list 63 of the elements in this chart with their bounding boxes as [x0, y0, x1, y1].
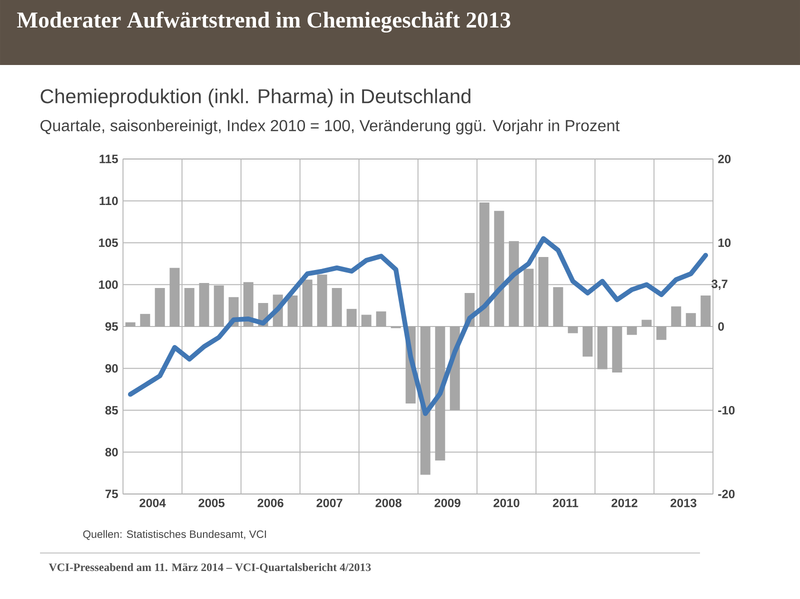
bar — [184, 288, 194, 326]
x-tick-label: 2007 — [316, 498, 342, 508]
bar — [361, 314, 372, 326]
bar — [140, 314, 150, 326]
bar — [288, 296, 298, 326]
bar — [317, 274, 328, 326]
bar — [524, 268, 534, 326]
x-tick-label: 2010 — [494, 498, 520, 508]
bar — [553, 287, 564, 326]
bar — [612, 326, 622, 373]
text: VCI-Presseabend am 11. März 2014 – VCI-Quartalsbericht 4/2013 — [48, 563, 371, 573]
x-tick-label: 2013 — [670, 498, 696, 508]
bar — [686, 313, 696, 326]
bar — [199, 282, 210, 326]
bar — [154, 288, 165, 326]
bar — [376, 311, 386, 326]
chart-subtitle: Chemieproduktion (inkl. Pharma) in Deutschland — [40, 88, 470, 108]
bar — [597, 326, 608, 370]
line-series — [128, 236, 708, 416]
y-tick-label: 105 — [99, 238, 118, 247]
chart-title: Moderater Aufwärtstrend im Chemiegeschäft 2013 — [17, 12, 510, 32]
y2-tick-label: -10 — [718, 406, 735, 414]
y-tick-label: 80 — [105, 448, 118, 456]
x-tick-label: 2005 — [198, 498, 225, 508]
y-tick-label: 115 — [100, 154, 118, 164]
bar — [700, 296, 711, 326]
x-tick-label: 2012 — [612, 498, 638, 508]
bar — [479, 202, 490, 326]
bar — [214, 285, 224, 326]
bar — [494, 210, 504, 326]
bar — [626, 326, 637, 335]
x-tick-label: 2004 — [140, 498, 166, 508]
bar — [346, 308, 357, 326]
y-tick-label: 110 — [100, 196, 118, 206]
bar — [568, 326, 578, 334]
bar — [170, 268, 180, 326]
y2-tick-label: 20 — [718, 154, 731, 164]
bar — [332, 288, 342, 326]
text: Quartale, saisonbereinigt, Index 2010 = 100, Veränderung ggü. Vorjahr in Prozent — [40, 120, 620, 134]
x-tick-label: 2006 — [258, 498, 284, 508]
bar — [642, 320, 652, 326]
bar — [420, 326, 430, 475]
x-tick-label: 2009 — [434, 498, 460, 508]
y-tick-label: 85 — [105, 406, 118, 414]
data-label: 3,7 — [711, 280, 728, 290]
y-tick-label: 90 — [105, 364, 118, 373]
bar — [508, 241, 519, 326]
bar — [302, 280, 312, 326]
bar — [656, 326, 666, 340]
y-tick-label: 95 — [105, 322, 118, 331]
source-note: Quellen: Statistisches Bundesamt, VCI — [83, 530, 266, 540]
bar — [538, 256, 548, 326]
x-tick-label: 2008 — [376, 498, 402, 508]
bar — [125, 322, 136, 326]
y2-tick-label: -20 — [718, 490, 735, 498]
bar — [671, 306, 682, 326]
y-tick-label: 100 — [99, 280, 118, 289]
y2-tick-label: 0 — [718, 322, 724, 331]
x-tick-label: 2011 — [552, 498, 578, 508]
bar — [435, 326, 446, 460]
bar — [582, 326, 593, 357]
y2-tick-label: 10 — [718, 238, 731, 247]
y-tick-label: 75 — [105, 490, 118, 498]
